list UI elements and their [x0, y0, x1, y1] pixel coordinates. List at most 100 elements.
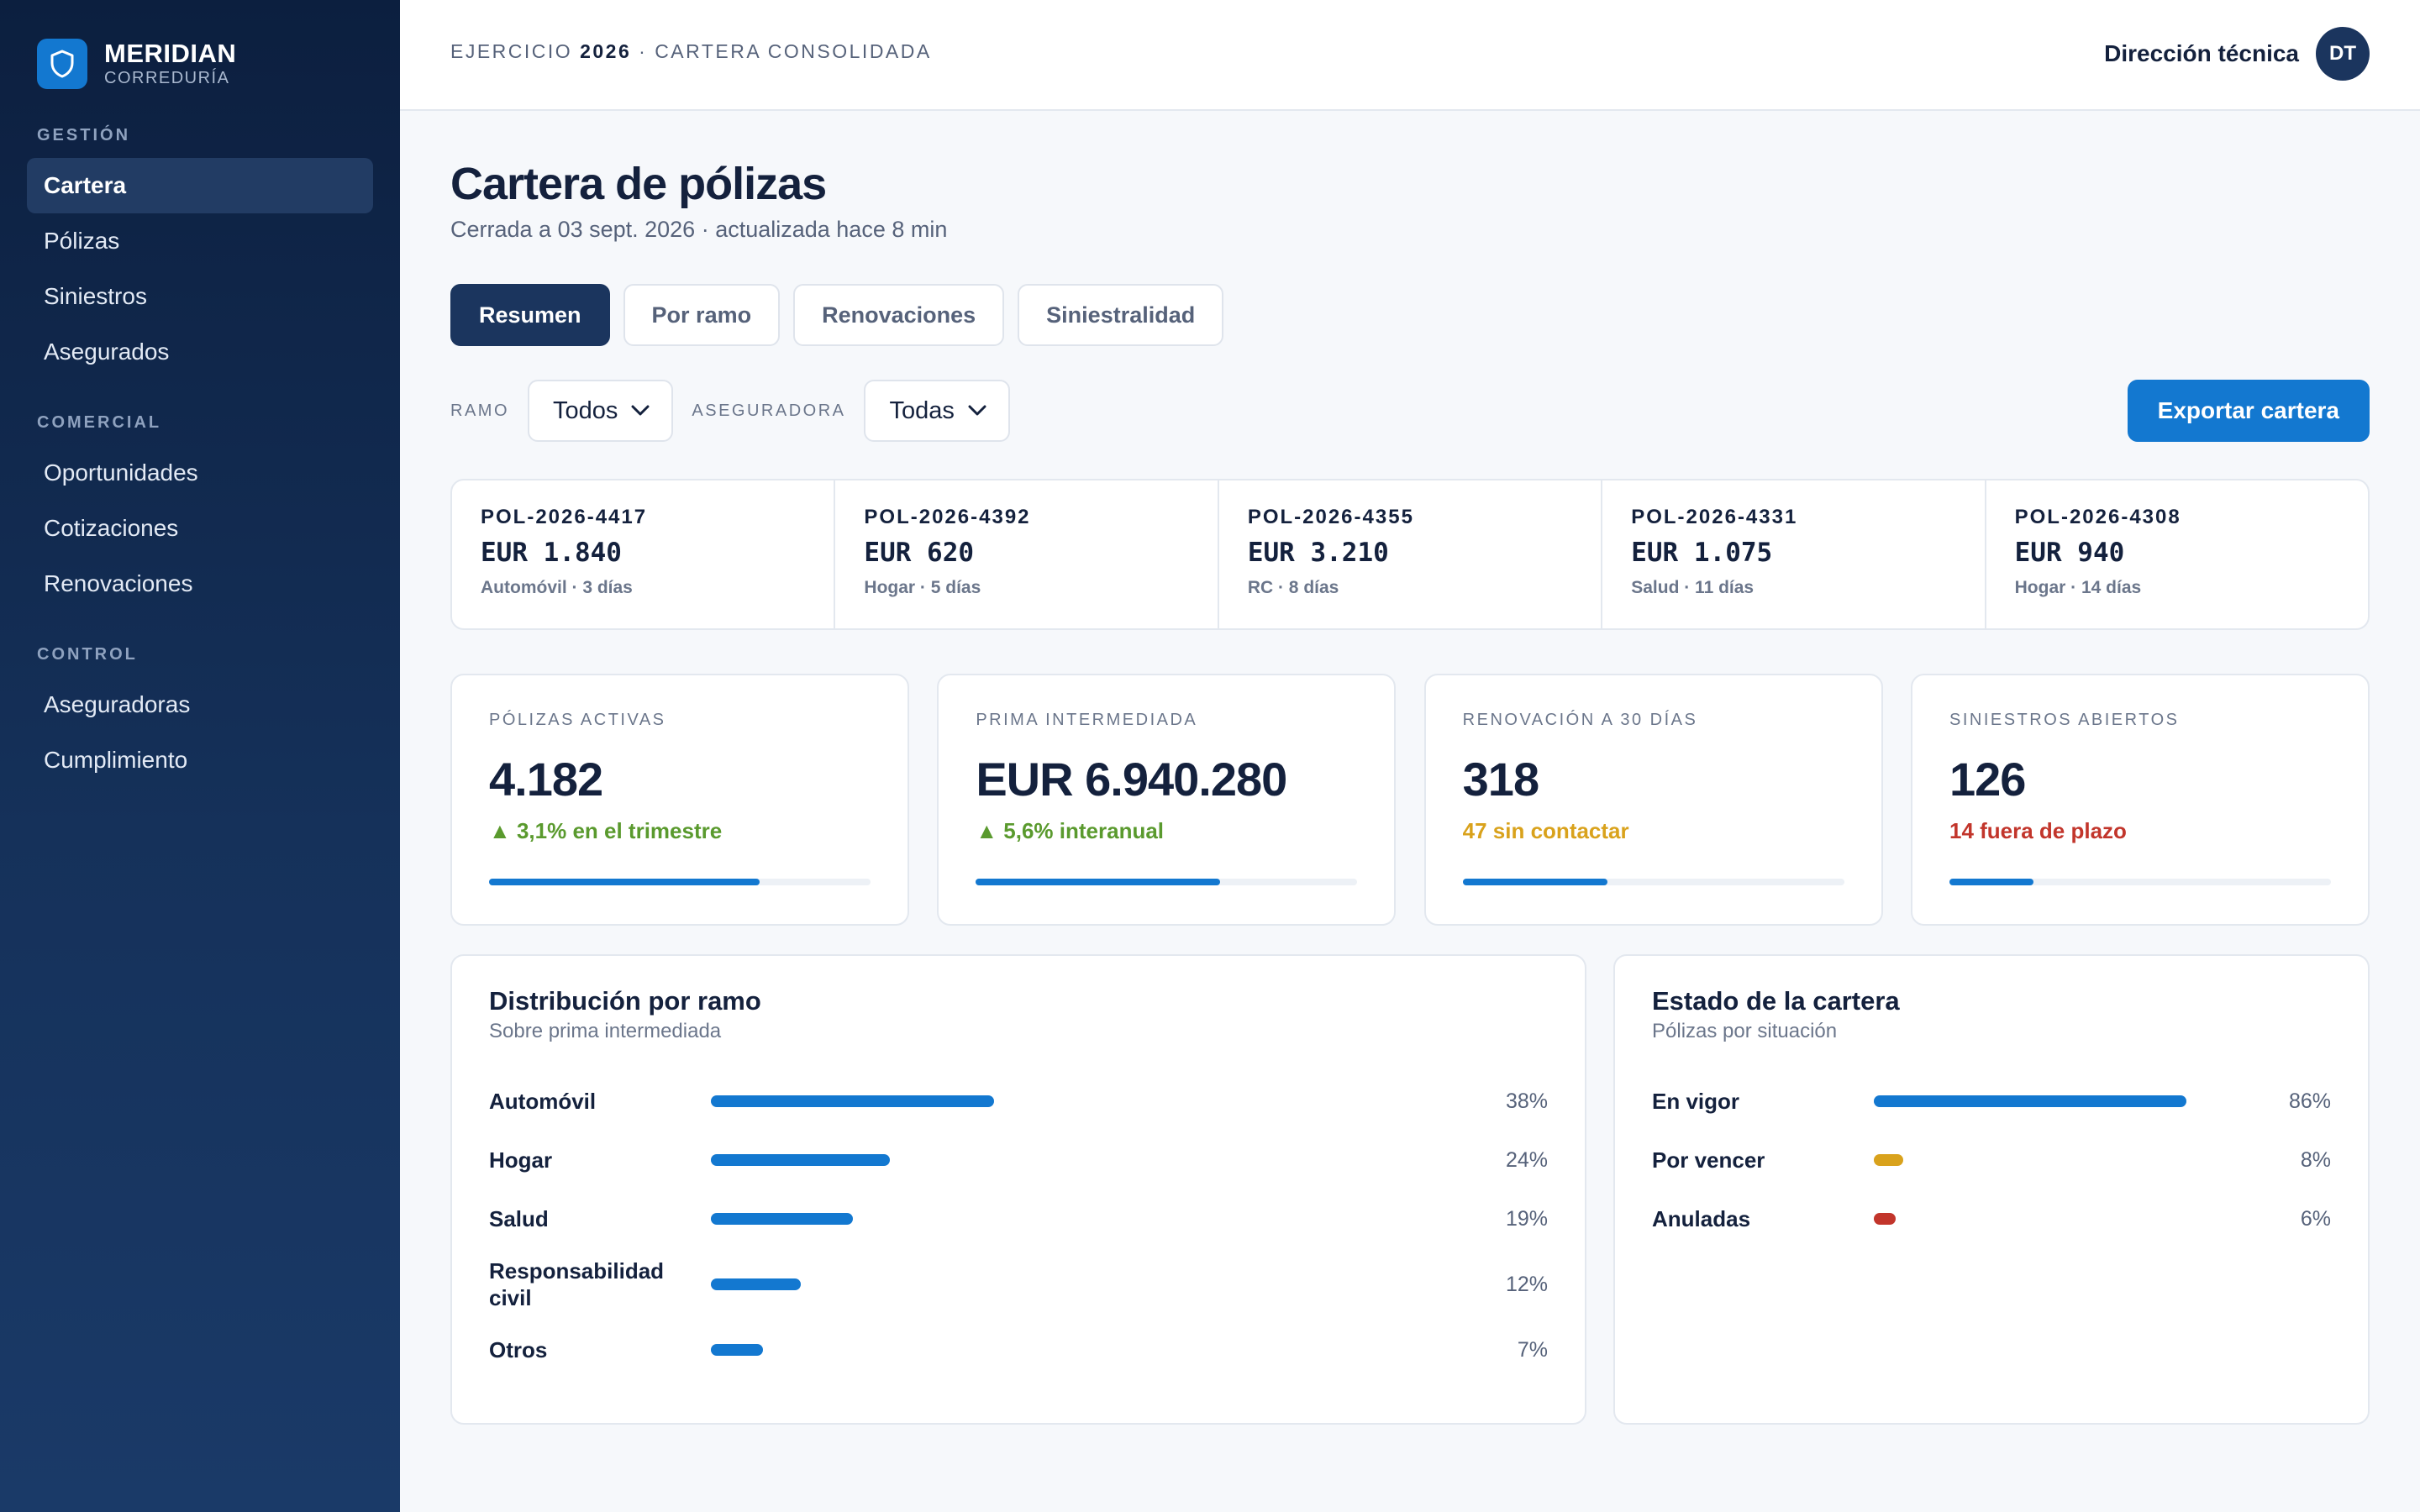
distribution-bar	[711, 1095, 1457, 1107]
kpi-progress-fill	[489, 879, 760, 885]
user-menu[interactable]: Dirección técnica DT	[2104, 27, 2370, 81]
sidebar-item-cartera[interactable]: Cartera	[27, 158, 373, 213]
filters: RAMO Todos ASEGURADORA Todas	[450, 380, 1028, 442]
brand-subtitle: CORREDURÍA	[104, 69, 230, 87]
page-subtitle: Cerrada a 03 sept. 2026 · actualizada ha…	[450, 217, 948, 242]
distribution-row: Otros 7%	[489, 1320, 1548, 1379]
kpi-renovacion-30-dias: RENOVACIÓN A 30 DÍAS 318 47 sin contacta…	[1423, 674, 1883, 926]
distribution-subtitle: Sobre prima intermediada	[489, 1020, 722, 1042]
sidebar-item-cumplimiento[interactable]: Cumplimiento	[44, 747, 188, 773]
status-row-value: 6%	[2300, 1206, 2331, 1231]
status-bar-fill	[1874, 1213, 1896, 1225]
topbar: EJERCICIO 2026 · CARTERA CONSOLIDADA Dir…	[400, 0, 2420, 111]
distribution-row-value: 38%	[1505, 1089, 1548, 1113]
policy-id: POL-2026-4355	[1247, 506, 1414, 528]
status-panel: Estado de la cartera Pólizas por situaci…	[1613, 954, 2370, 1425]
ramo-select-value: Todos	[553, 396, 618, 424]
policy-card[interactable]: POL-2026-4331 EUR 1.075 Salud · 11 días	[1602, 480, 1986, 628]
status-title: Estado de la cartera	[1652, 986, 1900, 1016]
chevron-down-icon	[968, 405, 986, 416]
nav-section-gestion: GESTIÓN	[37, 126, 131, 144]
policy-meta: Automóvil · 3 días	[481, 578, 633, 597]
brand-name: MERIDIAN	[104, 39, 237, 68]
tab-resumen[interactable]: Resumen	[450, 284, 610, 346]
policy-amount: EUR 940	[2014, 538, 2125, 568]
sidebar-item-renovaciones[interactable]: Renovaciones	[44, 570, 193, 596]
sidebar-item-oportunidades[interactable]: Oportunidades	[44, 459, 198, 486]
kpi-progress	[489, 879, 871, 885]
avatar[interactable]: DT	[2316, 27, 2370, 81]
kpi-progress-fill	[976, 879, 1220, 885]
status-row: Por vencer 8%	[1652, 1131, 2331, 1189]
kpi-polizas-activas: PÓLIZAS ACTIVAS 4.182 ▲ 3,1% en el trime…	[450, 674, 909, 926]
tab-renovaciones[interactable]: Renovaciones	[793, 284, 1005, 346]
sidebar: MERIDIAN CORREDURÍA GESTIÓN Cartera Póli…	[0, 0, 400, 1512]
aseguradora-select[interactable]: Todas	[864, 380, 1010, 442]
kpi-progress-fill	[1949, 879, 2033, 885]
distribution-bar	[711, 1344, 1457, 1356]
status-row-label: Por vencer	[1652, 1147, 1765, 1173]
kpi-progress-fill	[1462, 879, 1608, 885]
status-bar	[1874, 1154, 2237, 1166]
kpi-progress	[1462, 879, 1844, 885]
status-bar	[1874, 1095, 2237, 1107]
tab-por-ramo[interactable]: Por ramo	[623, 284, 781, 346]
distribution-row-value: 19%	[1505, 1206, 1548, 1231]
policy-meta: Salud · 11 días	[1631, 578, 1754, 597]
kpi-trend: 47 sin contactar	[1462, 818, 1629, 843]
kpi-prima-intermediada: PRIMA INTERMEDIADA EUR 6.940.280 ▲ 5,6% …	[937, 674, 1397, 926]
ramo-select[interactable]: Todos	[528, 380, 674, 442]
distribution-row-label: Hogar	[489, 1147, 553, 1173]
kpi-trend: 14 fuera de plazo	[1949, 818, 2127, 843]
policy-amount: EUR 3.210	[1247, 538, 1389, 568]
sidebar-item-asegurados[interactable]: Asegurados	[44, 339, 170, 365]
distribution-row-value: 24%	[1505, 1147, 1548, 1172]
breadcrumb-prefix: EJERCICIO	[450, 40, 581, 62]
sidebar-item-cotizaciones[interactable]: Cotizaciones	[44, 515, 179, 541]
distribution-row: Responsabilidad civil 12%	[489, 1248, 1548, 1320]
distribution-row-label: Otros	[489, 1337, 548, 1362]
sidebar-item-aseguradoras[interactable]: Aseguradoras	[44, 691, 191, 717]
distribution-bar	[711, 1213, 1457, 1225]
shield-icon	[37, 39, 87, 89]
kpi-label: PÓLIZAS ACTIVAS	[489, 711, 666, 729]
breadcrumb-suffix: · CARTERA CONSOLIDADA	[631, 40, 932, 62]
policy-amount: EUR 1.075	[1631, 538, 1773, 568]
policy-amount: EUR 1.840	[481, 538, 622, 568]
kpi-siniestros-abiertos: SINIESTROS ABIERTOS 126 14 fuera de plaz…	[1910, 674, 2370, 926]
status-row-label: En vigor	[1652, 1089, 1740, 1114]
policy-id: POL-2026-4417	[481, 506, 648, 528]
brand[interactable]: MERIDIAN CORREDURÍA	[37, 39, 236, 89]
distribution-row-label: Automóvil	[489, 1089, 597, 1114]
policy-id: POL-2026-4308	[2014, 506, 2181, 528]
kpi-progress	[1949, 879, 2331, 885]
kpi-trend: ▲ 5,6% interanual	[976, 818, 1165, 843]
distribution-row-value: 7%	[1517, 1337, 1548, 1362]
policy-meta: Hogar · 5 días	[864, 578, 981, 597]
status-row: Anuladas 6%	[1652, 1189, 2331, 1248]
export-button[interactable]: Exportar cartera	[2127, 380, 2370, 442]
sidebar-item-polizas[interactable]: Pólizas	[44, 228, 120, 254]
status-row: En vigor 86%	[1652, 1072, 2331, 1131]
status-subtitle: Pólizas por situación	[1652, 1020, 1838, 1042]
kpi-trend: ▲ 3,1% en el trimestre	[489, 818, 723, 843]
kpi-label: PRIMA INTERMEDIADA	[976, 711, 1198, 729]
sidebar-item-siniestros[interactable]: Siniestros	[44, 283, 147, 309]
tab-bar: Resumen Por ramo Renovaciones Siniestral…	[450, 284, 1237, 346]
distribution-row: Salud 19%	[489, 1189, 1548, 1248]
policy-card[interactable]: POL-2026-4355 EUR 3.210 RC · 8 días	[1219, 480, 1603, 628]
policy-meta: Hogar · 14 días	[2014, 578, 2142, 597]
distribution-bar-fill	[711, 1095, 995, 1107]
distribution-bar	[711, 1154, 1457, 1166]
distribution-bar-fill	[711, 1344, 764, 1356]
policy-strip: POL-2026-4417 EUR 1.840 Automóvil · 3 dí…	[450, 479, 2370, 630]
status-bar	[1874, 1213, 2237, 1225]
tab-siniestralidad[interactable]: Siniestralidad	[1018, 284, 1224, 346]
policy-id: POL-2026-4392	[864, 506, 1031, 528]
policy-card[interactable]: POL-2026-4308 EUR 940 Hogar · 14 días	[1986, 480, 2368, 628]
kpi-value: 126	[1949, 753, 2026, 806]
policy-card[interactable]: POL-2026-4417 EUR 1.840 Automóvil · 3 dí…	[452, 480, 836, 628]
page-title: Cartera de pólizas	[450, 159, 827, 209]
kpi-row: PÓLIZAS ACTIVAS 4.182 ▲ 3,1% en el trime…	[450, 674, 2370, 926]
policy-card[interactable]: POL-2026-4392 EUR 620 Hogar · 5 días	[835, 480, 1219, 628]
